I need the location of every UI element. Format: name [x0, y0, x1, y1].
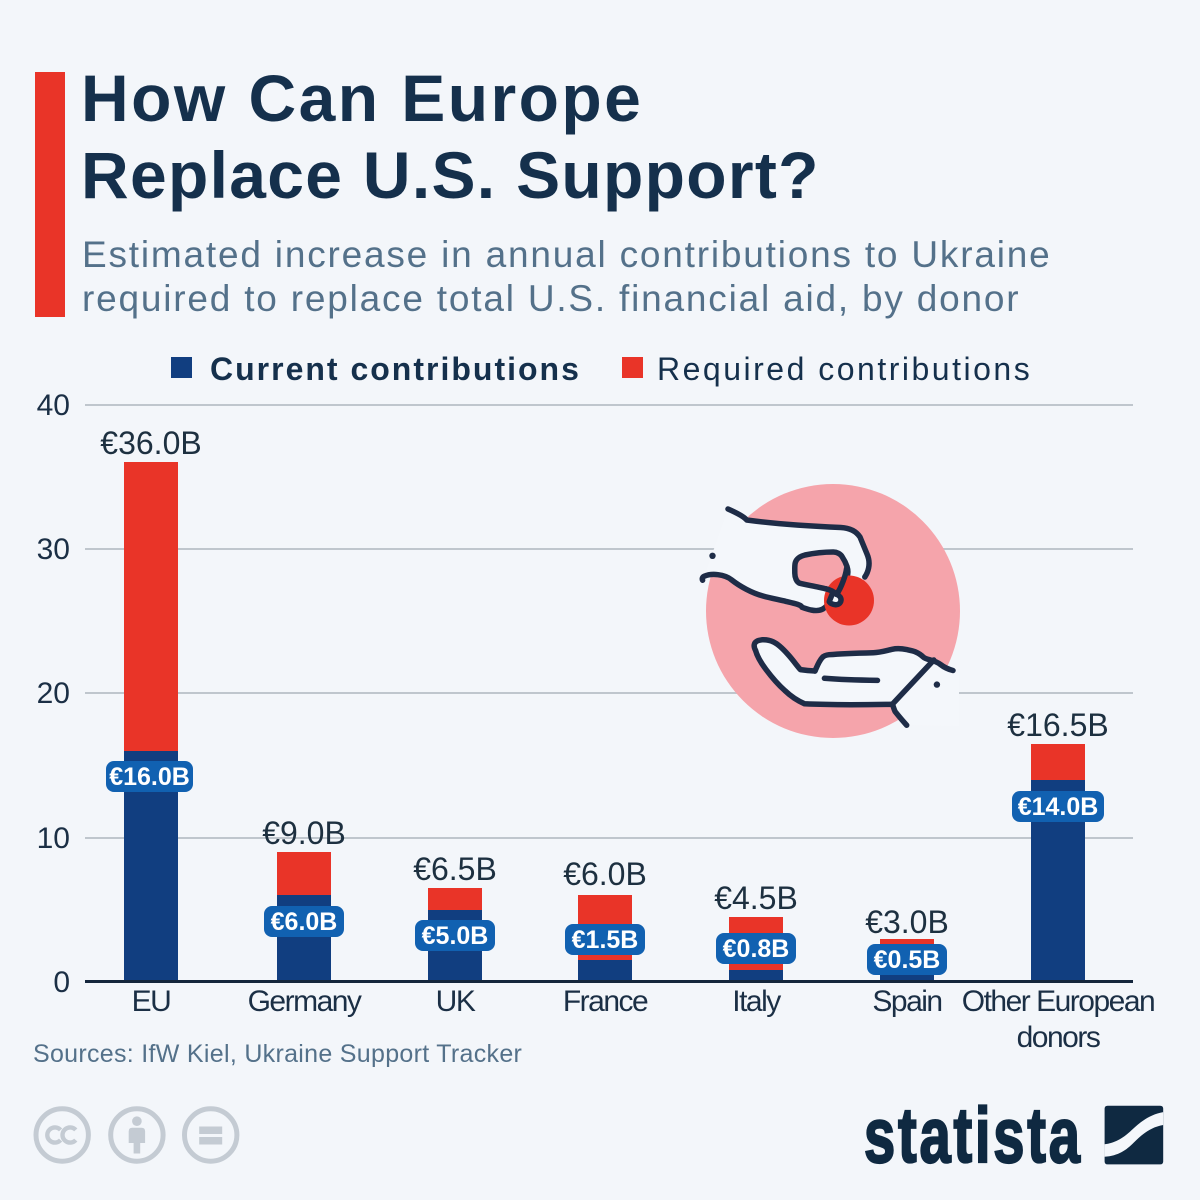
svg-text:statista: statista: [864, 1098, 1081, 1168]
